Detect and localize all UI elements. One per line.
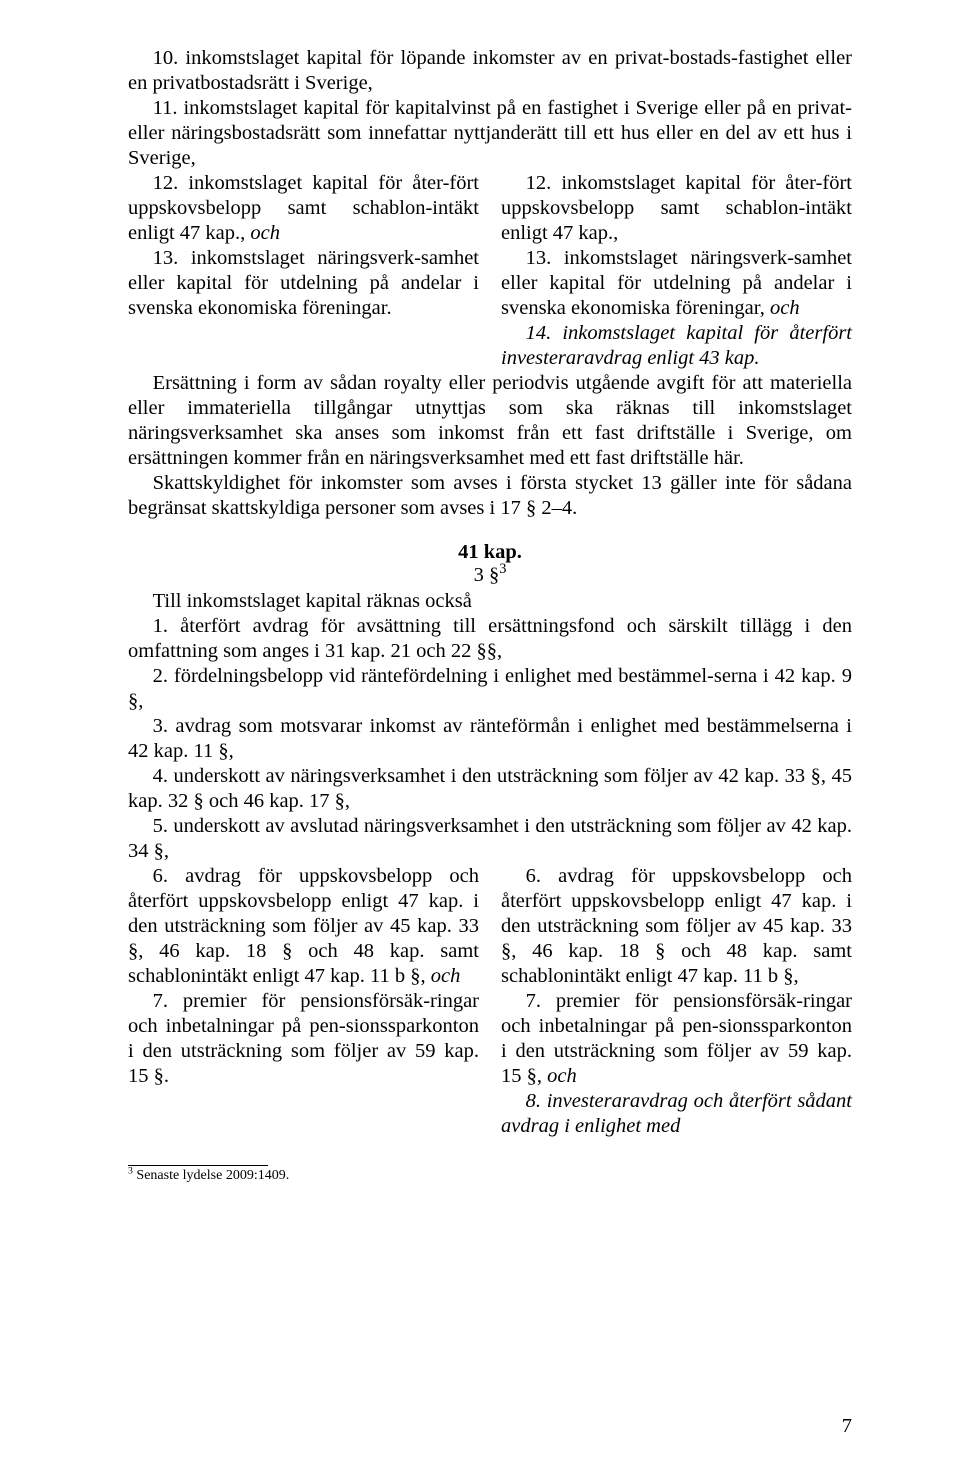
column-right-1: 12. inkomstslaget kapital för åter-fört … (501, 171, 852, 371)
left2-p6: 6. avdrag för uppskovsbelopp och återför… (128, 864, 479, 989)
right2-p8: 8. investeraravdrag och återfört sådant … (501, 1089, 852, 1139)
mid-paragraph-2: Skattskyldighet för inkomster som avses … (128, 471, 852, 521)
right2-p6: 6. avdrag för uppskovsbelopp och återför… (501, 864, 852, 989)
list-intro: Till inkomstslaget kapital räknas också (128, 589, 852, 614)
list-item-2: 2. fördelningsbelopp vid räntefördelning… (128, 664, 852, 714)
right-p12: 12. inkomstslaget kapital för åter-fört … (501, 171, 852, 246)
mid-paragraph-1: Ersättning i form av sådan royalty eller… (128, 371, 852, 471)
list-item-3: 3. avdrag som motsvarar inkomst av ränte… (128, 714, 852, 764)
page: 10. inkomstslaget kapital för löpande in… (0, 0, 960, 1484)
page-number: 7 (842, 1415, 852, 1438)
list-item-4: 4. underskott av näringsverksamhet i den… (128, 764, 852, 814)
paragraph-11: 11. inkomstslaget kapital för kapitalvin… (128, 96, 852, 171)
list-item-1: 1. återfört avdrag för avsättning till e… (128, 614, 852, 664)
left-p12-och: och (245, 222, 280, 244)
section-heading-kap: 41 kap. (128, 541, 852, 564)
section-sub-text: 3 § (474, 564, 500, 586)
footnote-rule (128, 1165, 268, 1166)
footnote-text: Senaste lydelse 2009:1409. (133, 1168, 289, 1183)
left2-p6-och: och (426, 965, 461, 987)
column-left-1: 12. inkomstslaget kapital för åter-fört … (128, 171, 479, 371)
right-p13-och: och (765, 297, 800, 319)
left-p13: 13. inkomstslaget näringsverk-samhet ell… (128, 246, 479, 321)
two-column-block-2: 6. avdrag för uppskovsbelopp och återför… (128, 864, 852, 1139)
two-column-block-1: 12. inkomstslaget kapital för åter-fört … (128, 171, 852, 371)
paragraph-10: 10. inkomstslaget kapital för löpande in… (128, 46, 852, 96)
right-p13: 13. inkomstslaget näringsverk-samhet ell… (501, 246, 852, 321)
left-p12-text: 12. inkomstslaget kapital för åter-fört … (128, 172, 479, 244)
right2-p7-och: och (542, 1065, 577, 1087)
column-right-2: 6. avdrag för uppskovsbelopp och återför… (501, 864, 852, 1139)
column-left-2: 6. avdrag för uppskovsbelopp och återför… (128, 864, 479, 1139)
section-sub: 3 §3 (128, 564, 852, 587)
right2-p7: 7. premier för pensionsförsäk-ringar och… (501, 989, 852, 1089)
left-p12: 12. inkomstslaget kapital för åter-fört … (128, 171, 479, 246)
list-item-5: 5. underskott av avslutad näringsverksam… (128, 814, 852, 864)
footnote: 3 Senaste lydelse 2009:1409. (128, 1168, 852, 1185)
right-p14: 14. inkomstslaget kapital för återfört i… (501, 321, 852, 371)
left2-p7: 7. premier för pensionsförsäk-ringar och… (128, 989, 479, 1089)
section-sub-ref: 3 (499, 561, 506, 577)
